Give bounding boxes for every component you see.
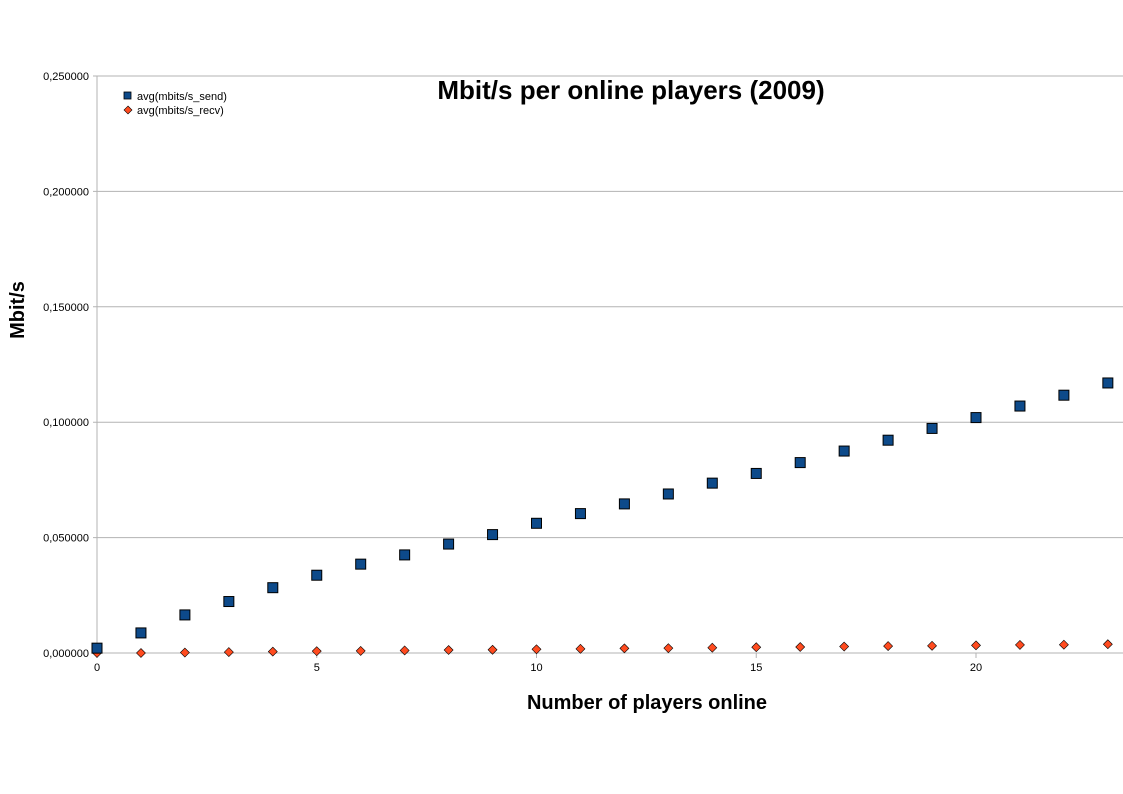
recv-point [1058,639,1069,650]
send-point [487,529,499,541]
send-point [794,457,806,469]
send-point [223,596,235,608]
recv-point [311,646,322,657]
send-point [618,498,630,510]
send-point [838,445,850,457]
send-point [267,582,279,594]
x-tick-label: 5 [314,662,320,674]
recv-point [136,648,146,658]
data-points [91,377,1114,658]
recv-point [971,640,981,651]
legend-label-send: avg(mbits/s_send) [137,91,227,103]
y-tick-label: 0,000000 [43,648,89,660]
x-axis-title: Number of players online [527,692,767,714]
y-tick-label: 0,150000 [43,302,89,314]
recv-point [575,643,586,654]
recv-point [179,647,190,658]
recv-point [751,642,762,653]
recv-point [839,641,850,652]
recv-point [531,644,542,655]
chart-title: Mbit/s per online players (2009) [437,75,824,105]
recv-point [619,643,630,654]
x-tick-label: 0 [94,662,100,674]
recv-point [1102,639,1113,650]
send-point [91,642,103,654]
recv-point [267,646,278,657]
recv-point [795,642,806,652]
send-point [1102,377,1114,389]
send-point [399,549,411,561]
send-point [1058,389,1070,401]
send-point [706,477,718,489]
legend: avg(mbits/s_send) avg(mbits/s_recv) [123,91,227,117]
send-point [882,434,894,446]
send-point [926,422,938,434]
legend-marker-recv [123,105,133,115]
recv-point [223,647,234,658]
recv-point [707,642,718,653]
recv-point [443,645,454,655]
send-point [531,517,542,529]
legend-marker-send [123,91,132,100]
send-point [750,467,762,479]
tick-labels: 0,000000 0,050000 0,100000 0,150000 0,200000… [43,71,982,674]
send-point [662,488,674,500]
send-point [311,569,323,581]
x-tick-label: 10 [530,662,542,674]
recv-point [663,643,674,654]
recv-point [883,641,894,652]
recv-point [927,640,937,651]
send-point [574,508,586,520]
recv-point [355,645,366,656]
send-point [179,609,191,621]
x-tick-label: 20 [970,662,982,674]
x-tick-label: 15 [750,662,762,674]
send-point [135,627,147,639]
send-point [355,558,367,570]
y-tick-label: 0,250000 [43,71,89,83]
send-point [1014,400,1026,412]
y-tick-label: 0,050000 [43,533,89,545]
recv-point [487,644,498,655]
send-point [443,538,455,550]
recv-point [1015,639,1025,650]
y-tick-label: 0,200000 [43,186,89,198]
send-point [970,412,982,424]
legend-label-recv: avg(mbits/s_recv) [137,105,224,117]
y-axis-title: Mbit/s [7,281,29,339]
y-tick-label: 0,100000 [43,417,89,429]
recv-point [399,645,410,656]
